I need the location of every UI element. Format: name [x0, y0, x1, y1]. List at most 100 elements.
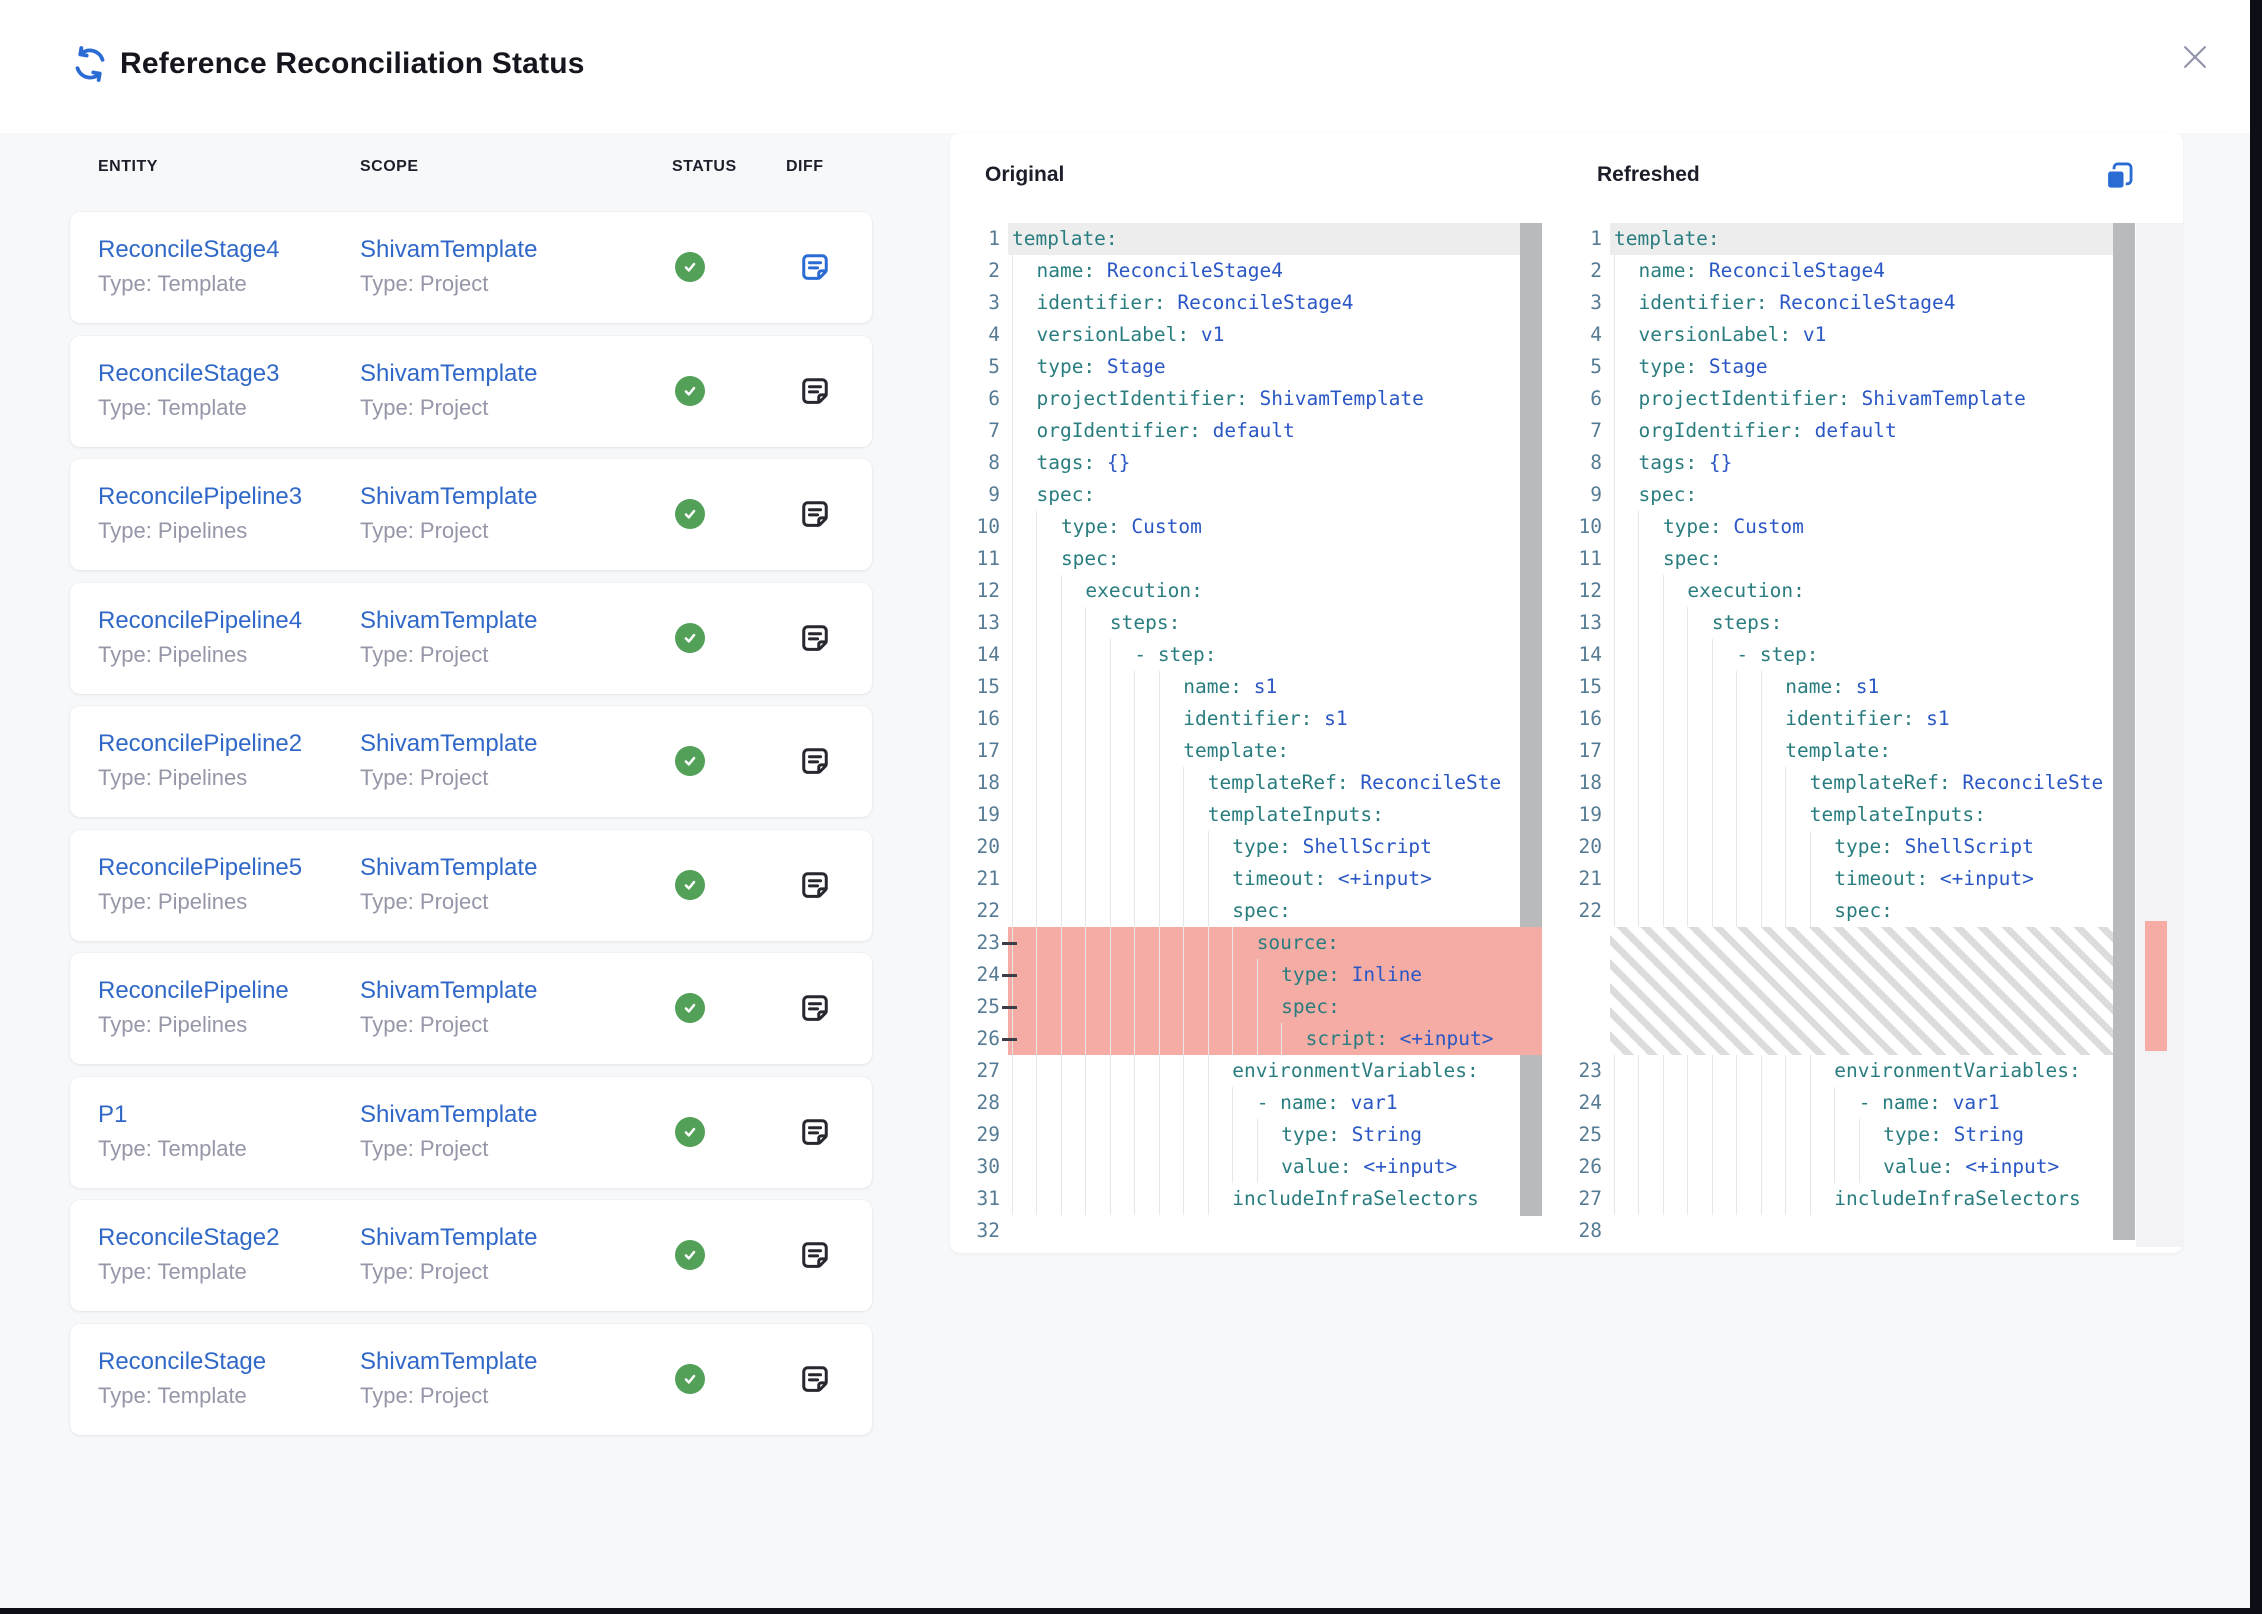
indent-guide [1183, 831, 1207, 863]
indent-guide [1687, 639, 1711, 671]
indent-guide [1760, 1119, 1785, 1151]
refreshed-scrollbar[interactable] [2113, 223, 2135, 1240]
scope-cell: ShivamTemplate Type: Project [360, 1224, 537, 1285]
line-number: 8 [988, 451, 1000, 474]
entity-link[interactable]: ReconcileStage2 [98, 1224, 280, 1251]
entity-cell: ReconcileStage4 Type: Template [98, 236, 279, 297]
modal-header: Reference Reconciliation Status [0, 0, 2262, 133]
copy-button[interactable] [2096, 153, 2142, 199]
scope-link[interactable]: ShivamTemplate [360, 1347, 538, 1375]
code-line: includeInfraSelectors [1610, 1183, 2113, 1215]
scope-link[interactable]: ShivamTemplate [360, 606, 538, 634]
diff-button[interactable] [797, 1237, 833, 1273]
scope-link[interactable]: ShivamTemplate [360, 977, 538, 1004]
indent-guide [1207, 863, 1232, 895]
entity-link[interactable]: ReconcilePipeline2 [98, 730, 303, 757]
original-scrollbar[interactable] [1520, 223, 1542, 1216]
diff-button[interactable] [797, 1361, 833, 1397]
entity-link[interactable]: ReconcileStage4 [98, 236, 280, 263]
entity-type-label: Type: Template [98, 394, 247, 420]
indent-guide [1614, 607, 1638, 639]
scope-link[interactable]: ShivamTemplate [360, 853, 538, 881]
indent-guide [1662, 1119, 1687, 1151]
yaml-key: step: [1157, 643, 1217, 666]
diff-button[interactable] [797, 620, 833, 656]
line-number: 23 [950, 927, 1017, 959]
check-icon [684, 1374, 696, 1384]
indent-guide [1858, 1119, 1883, 1151]
entity-link[interactable]: ReconcilePipeline4 [98, 606, 303, 634]
code-line: includeInfraSelectors [1008, 1183, 1520, 1215]
indent-guide [1183, 1055, 1207, 1087]
diff-button[interactable] [797, 1114, 833, 1150]
code-line: type: String [1008, 1119, 1520, 1151]
code-line: type: Inline [1008, 959, 1520, 991]
indent-guide [1207, 959, 1232, 991]
indent-guide [1109, 1151, 1134, 1183]
indent-guide [1060, 639, 1085, 671]
sync-icon [75, 46, 105, 82]
line-number: 28 [1578, 1219, 1602, 1242]
diff-button[interactable] [797, 373, 833, 409]
indent-guide [1109, 1055, 1134, 1087]
table-row: ReconcilePipeline5 Type: Pipelines ShivamT… [70, 829, 872, 941]
indent-guide [1809, 895, 1834, 927]
indent-guide [1711, 767, 1736, 799]
status-success-icon [675, 1240, 705, 1270]
line-number: 16 [976, 707, 1000, 730]
yaml-key: includeInfraSelectors [1232, 1187, 1479, 1210]
column-header-status: STATUS [672, 158, 737, 175]
indent-guide [1036, 607, 1060, 639]
scope-type-label: Type: Project [360, 1259, 489, 1284]
code-line: type: String [1610, 1119, 2113, 1151]
close-button[interactable] [2168, 30, 2222, 84]
entity-link[interactable]: ReconcilePipeline3 [98, 483, 303, 510]
entity-link[interactable]: ReconcilePipeline [98, 977, 289, 1004]
indent-guide [1760, 1183, 1785, 1215]
entity-link[interactable]: ReconcileStage [98, 1347, 267, 1375]
diff-button[interactable] [797, 249, 833, 285]
code-line: spec: [1008, 895, 1520, 927]
diff-button[interactable] [797, 867, 833, 903]
indent-guide [1109, 927, 1134, 959]
indent-guide [1638, 639, 1662, 671]
indent-guide [1036, 1023, 1060, 1055]
scope-link[interactable]: ShivamTemplate [360, 730, 538, 757]
indent-guide [1012, 351, 1036, 383]
scope-link[interactable]: ShivamTemplate [360, 483, 538, 510]
line-number: 22 [976, 899, 1000, 922]
indent-guide [1183, 895, 1207, 927]
code-line: tags: {} [1610, 447, 2113, 479]
indent-guide [1760, 799, 1785, 831]
table-row: ReconcileStage Type: Template ShivamTempla… [70, 1323, 872, 1435]
scope-link[interactable]: ShivamTemplate [360, 359, 538, 387]
diff-button[interactable] [797, 990, 833, 1026]
original-panel-title: Original [985, 163, 1065, 186]
indent-guide [1785, 831, 1809, 863]
yaml-key: type: [1060, 515, 1120, 538]
yaml-key: type: [1662, 515, 1722, 538]
note-icon [802, 254, 828, 280]
entity-link[interactable]: ReconcilePipeline5 [98, 853, 303, 881]
line-number: 9 [1590, 483, 1602, 506]
diff-button[interactable] [797, 743, 833, 779]
entity-link[interactable]: P1 [98, 1100, 128, 1128]
code-line: orgIdentifier: default [1610, 415, 2113, 447]
diff-button[interactable] [797, 496, 833, 532]
code-line: templateRef: ReconcileSte [1610, 767, 2113, 799]
line-number: 11 [1578, 547, 1602, 570]
indent-guide [1256, 1023, 1281, 1055]
scope-link[interactable]: ShivamTemplate [360, 236, 538, 263]
indent-guide [1085, 799, 1109, 831]
entity-link[interactable]: ReconcileStage3 [98, 359, 280, 387]
indent-guide [1036, 1151, 1060, 1183]
yaml-key: includeInfraSelectors [1834, 1187, 2081, 1210]
indent-guide [1760, 703, 1785, 735]
line-number: 10 [976, 515, 1000, 538]
scope-link[interactable]: ShivamTemplate [360, 1224, 538, 1251]
scope-link[interactable]: ShivamTemplate [360, 1100, 538, 1128]
indent-guide [1012, 639, 1036, 671]
indent-guide [1687, 863, 1711, 895]
indent-guide [1109, 671, 1134, 703]
status-success-icon [675, 746, 705, 776]
